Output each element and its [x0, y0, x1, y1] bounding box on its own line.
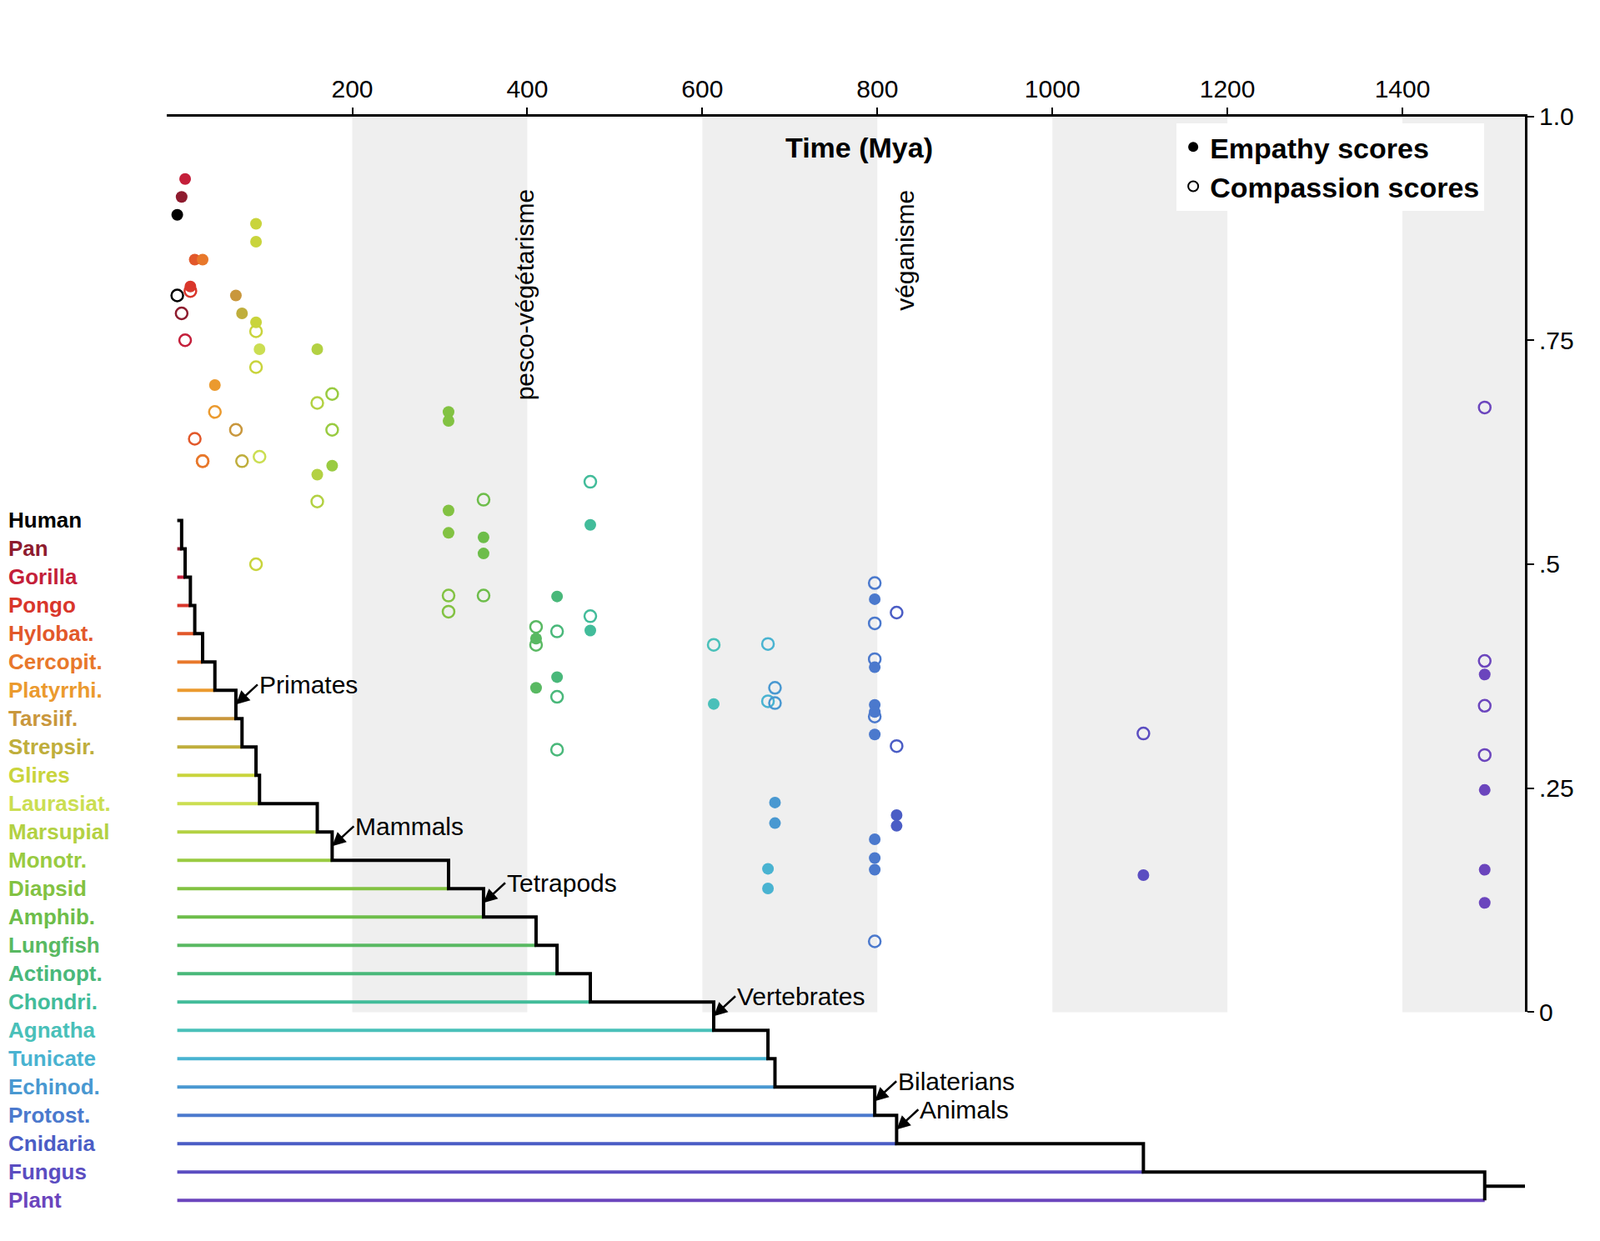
svg-text:Tetrapods: Tetrapods	[506, 869, 617, 898]
svg-text:Empathy scores: Empathy scores	[1209, 132, 1430, 165]
svg-text:Monotr.: Monotr.	[8, 847, 87, 873]
svg-text:Lungfish: Lungfish	[8, 932, 101, 958]
svg-text:Fungus: Fungus	[8, 1159, 87, 1185]
svg-text:Vertebrates: Vertebrates	[737, 983, 865, 1011]
svg-text:Time (Mya): Time (Mya)	[785, 131, 933, 164]
svg-text:1400: 1400	[1374, 75, 1431, 103]
svg-text:Chondri.: Chondri.	[8, 989, 98, 1015]
svg-text:200: 200	[331, 75, 373, 103]
svg-text:Marsupial: Marsupial	[8, 819, 110, 845]
svg-text:1.0: 1.0	[1539, 102, 1575, 131]
svg-text:Plant: Plant	[8, 1188, 62, 1214]
svg-text:Hylobat.: Hylobat.	[8, 621, 95, 647]
svg-text:Primates: Primates	[259, 671, 358, 699]
svg-text:Cnidaria: Cnidaria	[8, 1131, 96, 1157]
svg-text:Gorilla: Gorilla	[8, 564, 78, 590]
svg-text:1200: 1200	[1199, 75, 1256, 103]
svg-text:600: 600	[681, 75, 723, 103]
svg-text:Glires: Glires	[8, 762, 71, 788]
svg-text:Compassion scores: Compassion scores	[1209, 171, 1480, 204]
svg-text:.75: .75	[1539, 326, 1575, 355]
svg-text:Pan: Pan	[8, 536, 49, 562]
svg-text:Mammals: Mammals	[355, 812, 464, 841]
svg-text:Agnatha: Agnatha	[8, 1018, 96, 1044]
svg-text:Platyrrhi.: Platyrrhi.	[8, 677, 103, 703]
svg-text:Animals: Animals	[919, 1096, 1009, 1124]
svg-text:Cercopit.: Cercopit.	[8, 649, 103, 675]
svg-text:Strepsir.: Strepsir.	[8, 734, 96, 760]
svg-text:Human: Human	[8, 507, 82, 533]
svg-text:0: 0	[1539, 998, 1554, 1027]
svg-text:véganisme: véganisme	[891, 190, 919, 311]
svg-text:Echinod.: Echinod.	[8, 1074, 101, 1100]
svg-text:Protost.: Protost.	[8, 1103, 91, 1129]
svg-text:Amphib.: Amphib.	[8, 904, 96, 930]
svg-text:.25: .25	[1539, 774, 1575, 803]
svg-text:Tarsiif.: Tarsiif.	[8, 706, 78, 732]
svg-text:Laurasiat.: Laurasiat.	[8, 791, 111, 817]
svg-text:Pongo: Pongo	[8, 592, 76, 618]
svg-text:800: 800	[856, 75, 898, 103]
svg-text:400: 400	[506, 75, 548, 103]
svg-text:Tunicate: Tunicate	[8, 1046, 96, 1072]
svg-text:1000: 1000	[1024, 75, 1081, 103]
svg-text:Bilaterians: Bilaterians	[897, 1068, 1015, 1096]
svg-text:pesco-végétarisme: pesco-végétarisme	[511, 189, 539, 401]
svg-text:Diapsid: Diapsid	[8, 876, 87, 902]
svg-text:.5: .5	[1539, 550, 1560, 578]
svg-text:Actinopt.: Actinopt.	[8, 961, 103, 987]
